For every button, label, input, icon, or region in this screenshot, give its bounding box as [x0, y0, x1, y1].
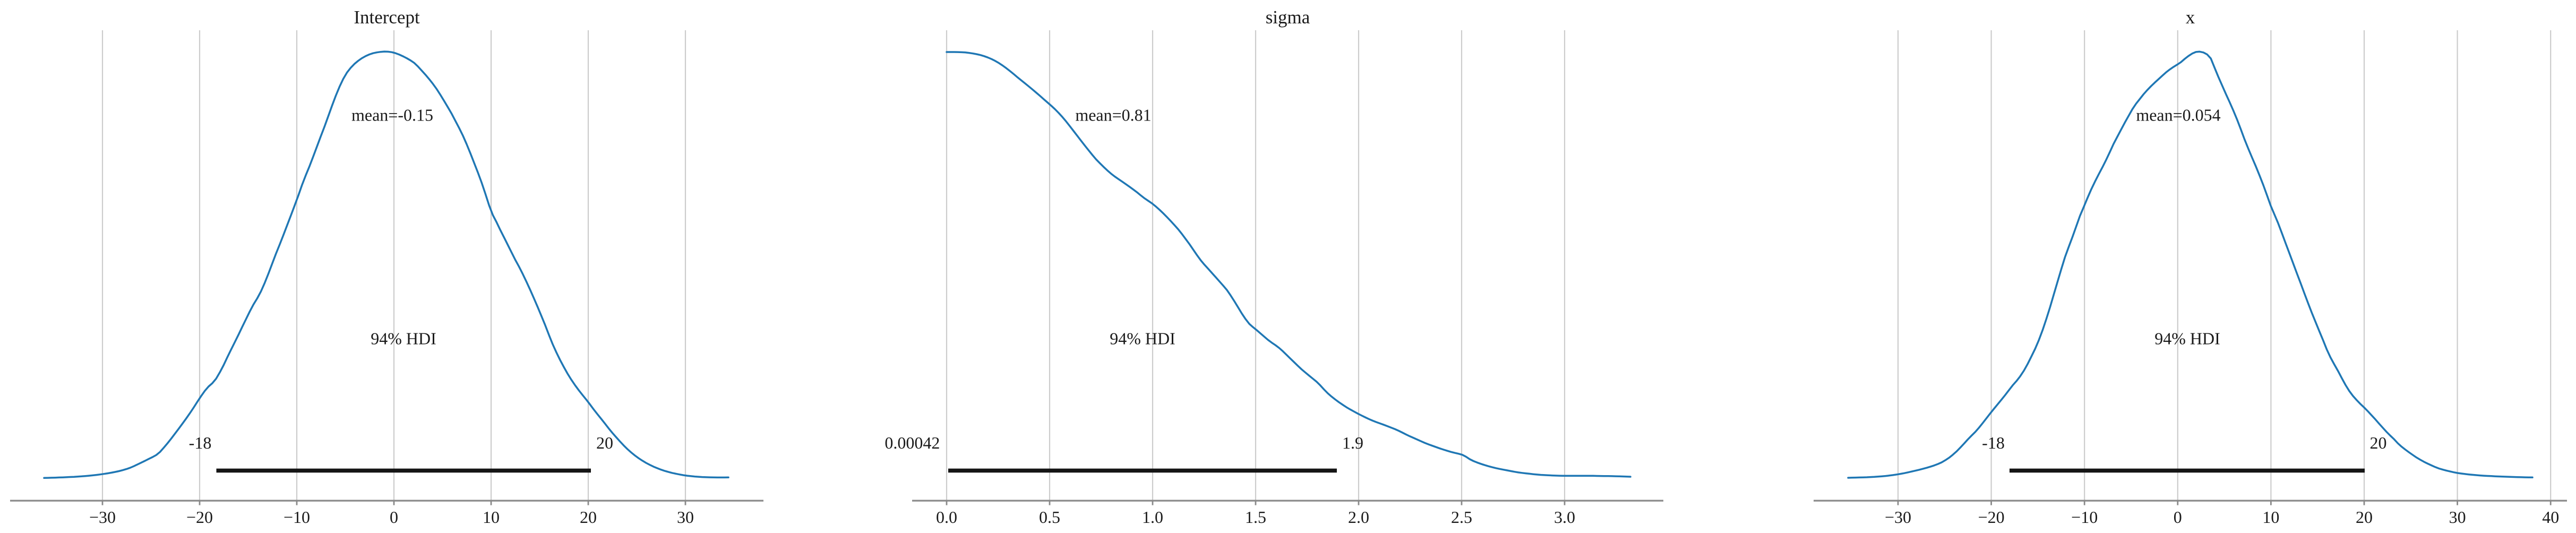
svg-text:0.5: 0.5 [1039, 508, 1060, 527]
svg-text:20: 20 [580, 508, 597, 527]
svg-text:2.5: 2.5 [1451, 508, 1472, 527]
svg-text:2.0: 2.0 [1348, 508, 1369, 527]
svg-text:30: 30 [2449, 508, 2466, 527]
svg-text:94% HDI: 94% HDI [371, 329, 436, 348]
svg-text:94% HDI: 94% HDI [2154, 329, 2220, 348]
svg-text:1.9: 1.9 [1342, 433, 1363, 452]
svg-text:sigma: sigma [1266, 7, 1310, 28]
svg-text:Intercept: Intercept [354, 7, 420, 28]
svg-text:10: 10 [483, 508, 500, 527]
svg-text:94% HDI: 94% HDI [1110, 329, 1175, 348]
svg-text:−10: −10 [284, 508, 310, 527]
svg-text:mean=-0.15: mean=-0.15 [351, 106, 433, 125]
svg-text:−20: −20 [186, 508, 213, 527]
svg-text:10: 10 [2262, 508, 2279, 527]
svg-text:0: 0 [2174, 508, 2182, 527]
svg-text:0.0: 0.0 [936, 508, 957, 527]
svg-text:0.00042: 0.00042 [885, 433, 940, 452]
svg-text:1.5: 1.5 [1245, 508, 1266, 527]
svg-text:x: x [2186, 7, 2195, 28]
svg-text:−30: −30 [1885, 508, 1911, 527]
svg-text:−10: −10 [2071, 508, 2098, 527]
svg-text:mean=0.81: mean=0.81 [1075, 106, 1151, 125]
svg-text:1.0: 1.0 [1142, 508, 1163, 527]
svg-text:20: 20 [596, 433, 613, 452]
svg-text:3.0: 3.0 [1554, 508, 1575, 527]
svg-text:-18: -18 [1982, 433, 2005, 452]
svg-text:30: 30 [677, 508, 694, 527]
svg-text:0: 0 [390, 508, 398, 527]
svg-text:−30: −30 [89, 508, 116, 527]
svg-text:40: 40 [2542, 508, 2559, 527]
svg-text:20: 20 [2370, 433, 2387, 452]
svg-text:mean=0.054: mean=0.054 [2136, 106, 2220, 125]
svg-text:20: 20 [2356, 508, 2373, 527]
svg-text:−20: −20 [1978, 508, 2005, 527]
svg-text:-18: -18 [189, 433, 212, 452]
